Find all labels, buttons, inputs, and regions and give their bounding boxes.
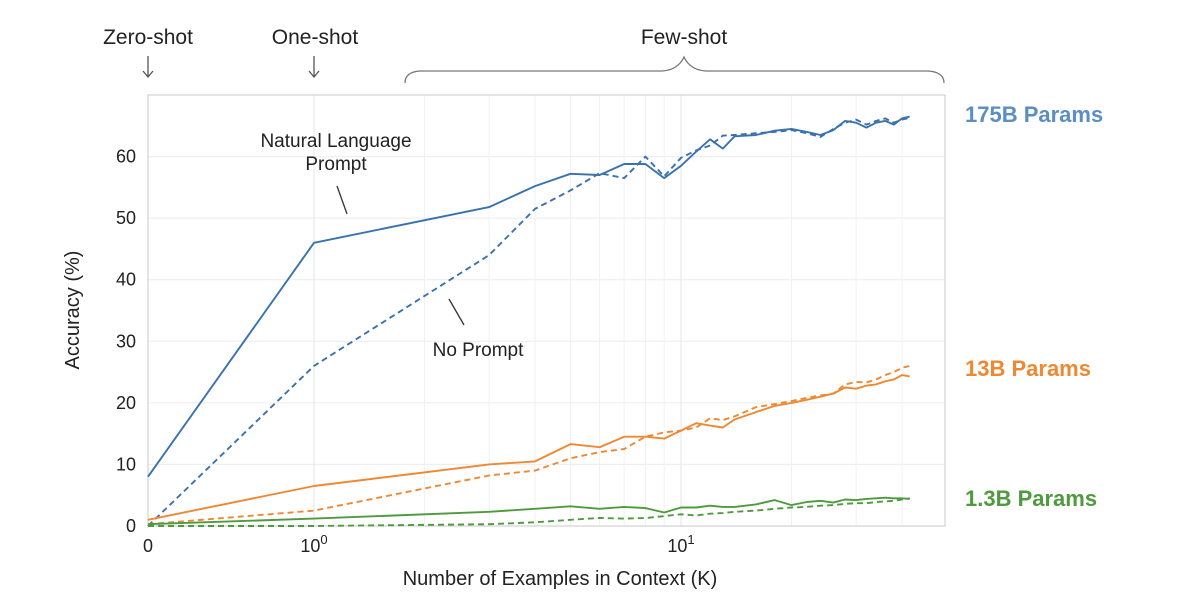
series-line-175b-params-solid	[147, 115, 910, 478]
zero-shot-label: Zero-shot	[103, 26, 193, 49]
tick-labels: 0 10 20 30 40 50 60 0 100 101	[116, 147, 695, 556]
one-shot-label: One-shot	[272, 26, 359, 49]
x-tick-label: 100	[300, 532, 327, 556]
y-tick-label: 60	[116, 147, 136, 167]
y-tick-label: 20	[116, 393, 136, 413]
y-tick-label: 30	[116, 331, 136, 351]
series-line-175b-params-dashed	[147, 116, 910, 527]
x-tick-label: 0	[143, 536, 153, 556]
no-prompt-annotation: No Prompt	[433, 340, 525, 361]
model-label-175b: 175B Params	[965, 102, 1103, 127]
series-line-1-3b-params-solid	[147, 496, 910, 526]
y-tick-label: 50	[116, 208, 136, 228]
series-line-13b-params-dashed	[147, 364, 910, 526]
plot-frame	[147, 94, 946, 527]
x-axis-label: Number of Examples in Context (K)	[403, 568, 718, 590]
grid	[148, 95, 945, 527]
natural-language-annotation-line2: Prompt	[305, 154, 367, 175]
y-tick-label: 10	[116, 454, 136, 474]
y-tick-label: 40	[116, 270, 136, 290]
few-shot-brace	[404, 55, 945, 84]
natural-language-pointer	[336, 185, 348, 215]
y-axis-label: Accuracy (%)	[62, 251, 84, 370]
x-tick-label: 101	[667, 532, 694, 556]
model-label-13b: 13B Params	[965, 356, 1091, 381]
model-label-1-3b: 1.3B Params	[965, 486, 1097, 511]
series-line-13b-params-solid	[147, 374, 910, 521]
series-group	[147, 115, 910, 527]
natural-language-annotation-line1: Natural Language	[260, 131, 411, 152]
zero-shot-arrow-icon	[142, 56, 154, 79]
no-prompt-pointer	[448, 298, 465, 326]
one-shot-arrow-icon	[308, 56, 320, 79]
series-line-1-3b-params-dashed	[148, 497, 910, 527]
y-tick-label: 0	[126, 516, 136, 536]
few-shot-label: Few-shot	[641, 26, 728, 49]
